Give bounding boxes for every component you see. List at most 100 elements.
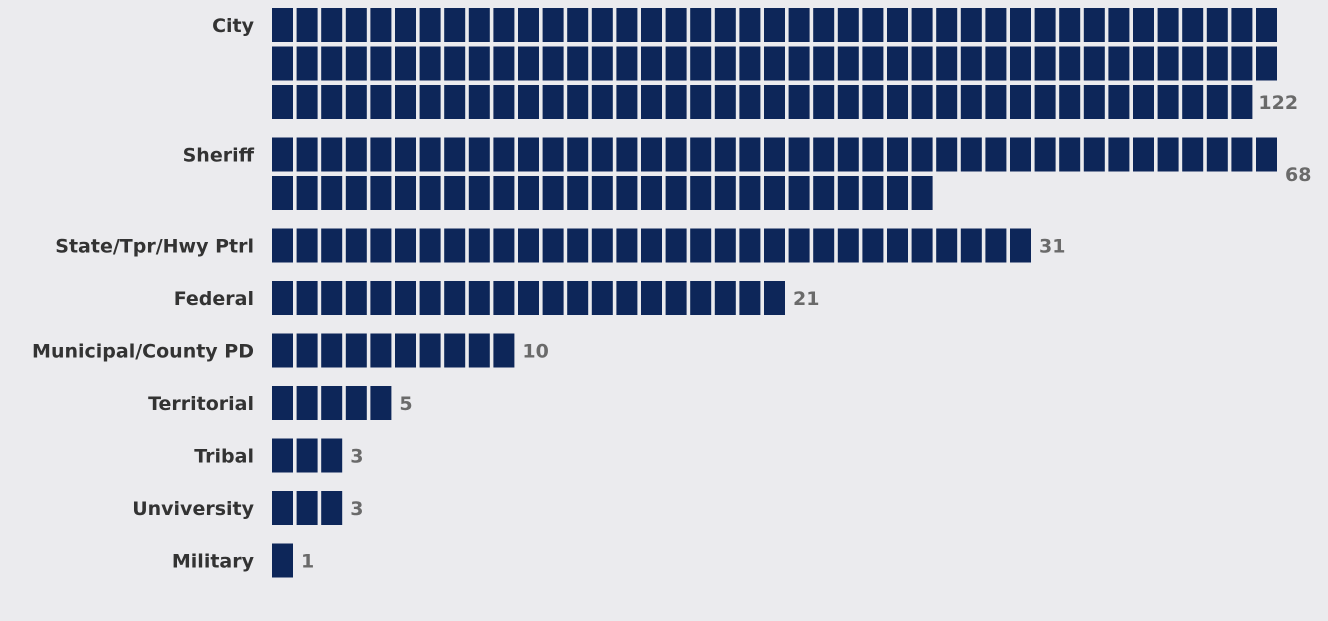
waffle-unit: [739, 8, 761, 42]
waffle-unit: [1206, 137, 1228, 172]
waffle-unit: [837, 137, 859, 172]
waffle-unit: [567, 176, 589, 210]
waffle-unit: [419, 228, 441, 263]
waffle-unit: [1034, 8, 1056, 42]
waffle-unit: [739, 281, 761, 315]
waffle-unit: [370, 46, 392, 81]
waffle-unit: [911, 137, 933, 172]
waffle-unit: [911, 8, 933, 42]
waffle-unit: [813, 46, 835, 81]
waffle-unit: [542, 8, 564, 42]
waffle-unit: [911, 176, 933, 210]
waffle-unit: [665, 8, 687, 42]
waffle-unit: [419, 46, 441, 81]
waffle-unit: [887, 85, 908, 119]
waffle-unit: [714, 176, 736, 210]
waffle-unit: [493, 176, 515, 210]
waffle-unit: [542, 85, 564, 119]
value-label: 3: [350, 498, 363, 520]
waffle-unit: [1133, 8, 1154, 42]
waffle-unit: [296, 438, 318, 473]
category-label: Military: [172, 551, 255, 573]
waffle-unit: [1010, 46, 1031, 81]
waffle-unit: [345, 46, 367, 81]
waffle-unit: [272, 8, 293, 42]
waffle-unit: [296, 491, 318, 525]
waffle-unit: [272, 46, 293, 81]
waffle-unit: [321, 491, 343, 525]
waffle-unit: [444, 46, 466, 81]
waffle-unit: [591, 228, 613, 263]
waffle-unit: [690, 8, 712, 42]
waffle-unit: [813, 8, 835, 42]
category-label: City: [212, 15, 255, 37]
waffle-unit: [1157, 8, 1179, 42]
category-sheriff: Sheriff 68: [183, 137, 1311, 210]
waffle-unit: [518, 85, 539, 119]
waffle-unit: [862, 228, 884, 263]
category-label: Federal: [174, 288, 254, 310]
waffle-unit: [960, 46, 982, 81]
waffle-unit: [813, 228, 835, 263]
waffle-unit: [788, 85, 810, 119]
waffle-unit: [1231, 46, 1253, 81]
category-military: Military 1: [172, 543, 314, 578]
waffle-unit: [788, 8, 810, 42]
waffle-unit: [272, 333, 293, 368]
waffle-unit: [272, 386, 293, 420]
waffle-unit: [370, 176, 392, 210]
waffle-unit: [690, 85, 712, 119]
waffle-unit: [616, 8, 638, 42]
waffle-unit: [887, 46, 908, 81]
waffle-unit: [714, 85, 736, 119]
waffle-unit: [468, 228, 490, 263]
waffle-unit: [1206, 8, 1228, 42]
waffle-unit: [518, 228, 539, 263]
waffle-unit: [321, 8, 343, 42]
waffle-unit: [321, 333, 343, 368]
waffle-unit: [1010, 8, 1031, 42]
value-label: 122: [1258, 92, 1298, 114]
waffle-unit: [272, 491, 293, 525]
waffle-unit: [419, 137, 441, 172]
waffle-unit: [518, 137, 539, 172]
waffle-unit: [837, 228, 859, 263]
waffle-unit: [1157, 46, 1179, 81]
waffle-unit: [887, 8, 908, 42]
waffle-unit: [345, 281, 367, 315]
value-label: 31: [1039, 236, 1065, 258]
waffle-unit: [936, 46, 958, 81]
waffle-unit: [395, 176, 416, 210]
waffle-unit: [321, 46, 343, 81]
waffle-unit: [493, 85, 515, 119]
waffle-unit: [616, 46, 638, 81]
waffle-unit: [641, 281, 662, 315]
waffle-unit: [739, 46, 761, 81]
waffle-unit: [345, 333, 367, 368]
waffle-unit: [272, 85, 293, 119]
waffle-unit: [468, 137, 490, 172]
waffle-unit: [1059, 46, 1081, 81]
waffle-unit: [468, 281, 490, 315]
waffle-unit: [665, 228, 687, 263]
waffle-unit: [837, 176, 859, 210]
waffle-unit: [567, 46, 589, 81]
waffle-unit: [321, 386, 343, 420]
waffle-unit: [714, 281, 736, 315]
waffle-unit: [395, 8, 416, 42]
waffle-unit: [665, 281, 687, 315]
waffle-unit: [591, 85, 613, 119]
waffle-unit: [764, 85, 785, 119]
waffle-unit: [444, 333, 466, 368]
waffle-unit: [518, 281, 539, 315]
waffle-unit: [862, 8, 884, 42]
waffle-unit: [641, 228, 662, 263]
waffle-unit: [739, 176, 761, 210]
waffle-unit: [542, 176, 564, 210]
waffle-unit: [641, 8, 662, 42]
waffle-unit: [493, 8, 515, 42]
waffle-unit: [739, 137, 761, 172]
waffle-unit: [616, 137, 638, 172]
waffle-unit: [1157, 137, 1179, 172]
category-state-tpr-hwy-ptrl: State/Tpr/Hwy Ptrl 31: [55, 228, 1065, 263]
